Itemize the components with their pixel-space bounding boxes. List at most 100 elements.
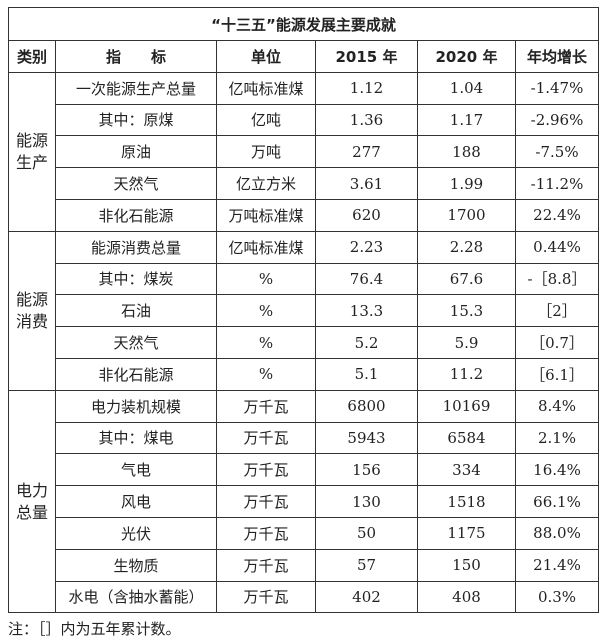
- category-cell: 电力总量: [8, 389, 56, 614]
- value-2020-cell: 1.17: [417, 103, 516, 137]
- header-row: 类别指 标单位 2015 年 2020 年年均增长: [8, 40, 599, 73]
- value-2020-cell: 5.9: [417, 326, 516, 359]
- unit-cell: 亿吨: [216, 103, 316, 137]
- table-row: 天然气 亿立方米 3.61 1.99 -11.2%: [9, 167, 599, 200]
- indicator-cell: 天然气: [55, 326, 217, 359]
- unit-cell: %: [216, 294, 316, 328]
- value-2015-cell: 76.4: [315, 262, 418, 296]
- indicator-cell: 水电（含抽水蓄能）: [55, 580, 217, 614]
- table-row: 风电 万千瓦 130 1518 66.1%: [9, 485, 599, 518]
- value-2015-cell: 57: [315, 548, 418, 582]
- value-2015-cell: 620: [315, 198, 418, 232]
- value-2020-cell: 188: [417, 135, 516, 169]
- value-2015-cell: 5.1: [315, 357, 418, 391]
- table-row: 电力总量 电力装机规模 万千瓦 6800 10169 8.4%: [8, 389, 599, 614]
- growth-cell: ［2］: [515, 294, 599, 328]
- table-row: 石油% 13.3 15.3 ［2］: [9, 294, 599, 328]
- table-row: 原油 万吨 277 188 -7.5%: [9, 135, 599, 169]
- value-2020-cell: 10169: [417, 389, 516, 423]
- column-header: 2020 年: [417, 40, 516, 73]
- value-2020-cell: 11.2: [417, 357, 516, 391]
- indicator-cell: 能源消费总量: [55, 230, 217, 264]
- table-row: 其中：原煤 亿吨 1.36 1.17 -2.96%: [9, 103, 599, 137]
- unit-cell: 万千瓦: [216, 548, 316, 582]
- table-title: “十三五”能源发展主要成就: [8, 7, 599, 41]
- table-note: 注：［］内为五年累计数。: [8, 620, 181, 638]
- category-label: 能源生产: [15, 130, 48, 172]
- value-2020-cell: 6584: [417, 421, 516, 455]
- table-row: 其中：煤电 万千瓦 5943 6584 2.1%: [9, 421, 599, 455]
- growth-cell: ［6.1］: [515, 357, 599, 391]
- growth-cell: -［8.8］: [515, 262, 599, 296]
- growth-cell: -2.96%: [515, 103, 599, 137]
- indicator-cell: 其中：煤电: [55, 421, 217, 455]
- growth-cell: 21.4%: [515, 548, 599, 582]
- unit-cell: 万吨标准煤: [216, 198, 316, 232]
- unit-cell: 万千瓦: [216, 580, 316, 614]
- growth-cell: -11.2%: [515, 167, 599, 200]
- table-row: 非化石能源% 5.1 11.2 ［6.1］: [9, 357, 599, 391]
- column-header: 类别: [8, 40, 56, 73]
- unit-cell: 万吨: [216, 135, 316, 169]
- value-2020-cell: 408: [417, 580, 516, 614]
- value-2015-cell: 6800: [315, 389, 418, 423]
- unit-cell: %: [216, 262, 316, 296]
- indicator-cell: 天然气: [55, 167, 217, 200]
- value-2020-cell: 1518: [417, 485, 516, 518]
- table-row: 其中：煤炭% 76.4 67.6 -［8.8］: [9, 262, 599, 296]
- indicator-cell: 其中：原煤: [55, 103, 217, 137]
- value-2020-cell: 150: [417, 548, 516, 582]
- growth-cell: -7.5%: [515, 135, 599, 169]
- value-2015-cell: 402: [315, 580, 418, 614]
- indicator-cell: 气电: [55, 453, 217, 487]
- table-row: 非化石能源 万吨标准煤 620 1700 22.4%: [9, 198, 599, 232]
- value-2015-cell: 156: [315, 453, 418, 487]
- indicator-cell: 非化石能源: [55, 198, 217, 232]
- value-2020-cell: 1175: [417, 516, 516, 550]
- column-header: 指 标: [55, 40, 217, 73]
- table-row: 天然气% 5.2 5.9 ［0.7］: [9, 326, 599, 359]
- growth-cell: 88.0%: [515, 516, 599, 550]
- indicator-cell: 生物质: [55, 548, 217, 582]
- value-2015-cell: 5943: [315, 421, 418, 455]
- unit-cell: 万千瓦: [216, 516, 316, 550]
- value-2020-cell: 334: [417, 453, 516, 487]
- value-2020-cell: 1700: [417, 198, 516, 232]
- indicator-cell: 电力装机规模: [55, 389, 217, 423]
- value-2015-cell: 3.61: [315, 167, 418, 200]
- growth-cell: 0.3%: [515, 580, 599, 614]
- category-cell: 能源消费: [8, 230, 56, 391]
- category-label: 电力总量: [15, 480, 48, 522]
- unit-cell: %: [216, 326, 316, 359]
- value-2015-cell: 5.2: [315, 326, 418, 359]
- unit-cell: 亿立方米: [216, 167, 316, 200]
- unit-cell: 亿吨标准煤: [216, 71, 316, 105]
- category-label: 能源消费: [15, 289, 48, 331]
- column-header: 单位: [216, 40, 316, 73]
- indicator-cell: 石油: [55, 294, 217, 328]
- value-2015-cell: 277: [315, 135, 418, 169]
- value-2015-cell: 50: [315, 516, 418, 550]
- growth-cell: 0.44%: [515, 230, 599, 264]
- category-cell: 能源生产: [8, 71, 56, 232]
- growth-cell: 22.4%: [515, 198, 599, 232]
- growth-cell: -1.47%: [515, 71, 599, 105]
- table-row: 能源消费 能源消费总量 亿吨标准煤 2.23 2.28 0.44%: [8, 230, 599, 391]
- value-2015-cell: 13.3: [315, 294, 418, 328]
- growth-cell: 2.1%: [515, 421, 599, 455]
- value-2015-cell: 2.23: [315, 230, 418, 264]
- unit-cell: 亿吨标准煤: [216, 230, 316, 264]
- table-row: 能源生产 一次能源生产总量 亿吨标准煤 1.12 1.04 -1.47%: [8, 71, 599, 232]
- growth-cell: ［0.7］: [515, 326, 599, 359]
- unit-cell: %: [216, 357, 316, 391]
- indicator-cell: 光伏: [55, 516, 217, 550]
- growth-cell: 16.4%: [515, 453, 599, 487]
- unit-cell: 万千瓦: [216, 421, 316, 455]
- column-header: 2015 年: [315, 40, 418, 73]
- table-row: 光伏 万千瓦 50 1175 88.0%: [9, 516, 599, 550]
- value-2015-cell: 1.12: [315, 71, 418, 105]
- value-2020-cell: 1.99: [417, 167, 516, 200]
- column-header: 年均增长: [515, 40, 599, 73]
- value-2015-cell: 1.36: [315, 103, 418, 137]
- indicator-cell: 风电: [55, 485, 217, 518]
